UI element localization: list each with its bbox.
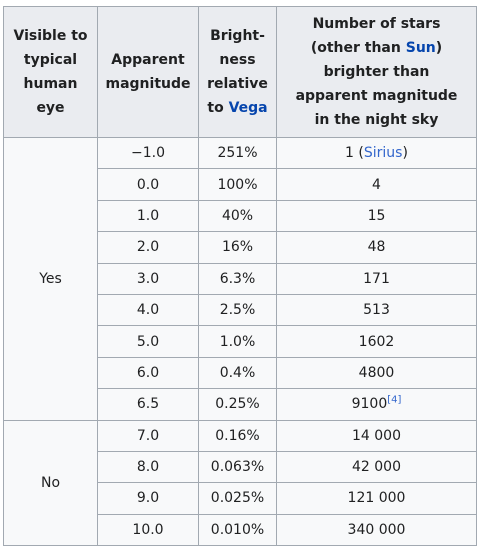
brightness-cell: 16% [198, 231, 277, 264]
magnitude-cell: 10.0 [97, 513, 199, 547]
magnitude-cell: 0.0 [97, 168, 199, 201]
table-row: Yes −1.0 251% 1 (Sirius) [3, 136, 477, 421]
brightness-cell: 100% [198, 168, 277, 201]
reference-link[interactable]: [4] [387, 394, 402, 406]
table-row: 5.0 1.0% 1602 [4, 325, 477, 358]
header-brightness: Bright- ness relative to Vega [198, 6, 277, 138]
star-count-cell: 4 [276, 168, 477, 201]
brightness-cell: 6.3% [198, 262, 277, 295]
brightness-cell: 2.5% [198, 293, 277, 327]
sirius-link[interactable]: Sirius [363, 145, 403, 162]
group-cell-yes: Yes [3, 137, 98, 421]
star-count-cell: 1602 [276, 325, 477, 358]
table-row: 3.0 6.3% 171 [4, 262, 477, 295]
brightness-cell: 251% [198, 136, 277, 170]
brightness-cell: 1.0% [198, 325, 277, 358]
brightness-cell: 0.063% [198, 450, 277, 484]
magnitude-cell: 8.0 [97, 450, 199, 484]
magnitude-cell: 6.5 [97, 388, 199, 421]
magnitude-cell: 3.0 [97, 262, 199, 295]
vega-link[interactable]: Vega [228, 100, 268, 116]
header-row: Visible to typical human eye Apparent ma… [3, 6, 477, 138]
brightness-cell: 0.25% [198, 388, 277, 421]
star-count-cell: 15 [276, 199, 477, 233]
header-apparent-magnitude: Apparent magnitude [97, 6, 199, 138]
star-count-cell: 513 [276, 293, 477, 327]
sun-link[interactable]: Sun [405, 40, 436, 56]
star-count-cell: 171 [276, 262, 477, 295]
table-row: 9.0 0.025% 121 000 [4, 482, 477, 515]
header-visible: Visible to typical human eye [3, 6, 98, 138]
group-cell-no: No [3, 419, 98, 547]
star-count-cell: 14 000 [276, 419, 477, 452]
brightness-cell: 0.010% [198, 513, 277, 547]
magnitude-cell: 7.0 [97, 419, 199, 452]
star-count-cell: 340 000 [276, 513, 477, 547]
star-count-cell: 1 (Sirius) [276, 136, 477, 170]
brightness-cell: 40% [198, 199, 277, 233]
star-count-cell: 48 [276, 231, 477, 264]
brightness-cell: 0.4% [198, 356, 277, 390]
star-count-cell: 42 000 [276, 450, 477, 484]
table-row: No 7.0 0.16% 14 000 [3, 419, 477, 547]
table-row: 2.0 16% 48 [4, 231, 477, 264]
header-star-count: Number of stars (other than Sun) brighte… [276, 6, 477, 138]
table-row: 8.0 0.063% 42 000 [4, 450, 477, 484]
brightness-cell: 0.16% [198, 419, 277, 452]
magnitude-table: Visible to typical human eye Apparent ma… [3, 6, 477, 547]
magnitude-cell: 5.0 [97, 325, 199, 358]
brightness-cell: 0.025% [198, 482, 277, 515]
table-row: 10.0 0.010% 340 000 [4, 513, 477, 547]
magnitude-cell: 6.0 [97, 356, 199, 390]
magnitude-cell: 9.0 [97, 482, 199, 515]
star-count-cell: 121 000 [276, 482, 477, 515]
star-count-cell: 4800 [276, 356, 477, 390]
magnitude-cell: 1.0 [97, 199, 199, 233]
magnitude-cell: −1.0 [97, 136, 199, 170]
magnitude-cell: 2.0 [97, 231, 199, 264]
star-count-cell: 9100[4] [276, 388, 477, 421]
magnitude-cell: 4.0 [97, 293, 199, 327]
